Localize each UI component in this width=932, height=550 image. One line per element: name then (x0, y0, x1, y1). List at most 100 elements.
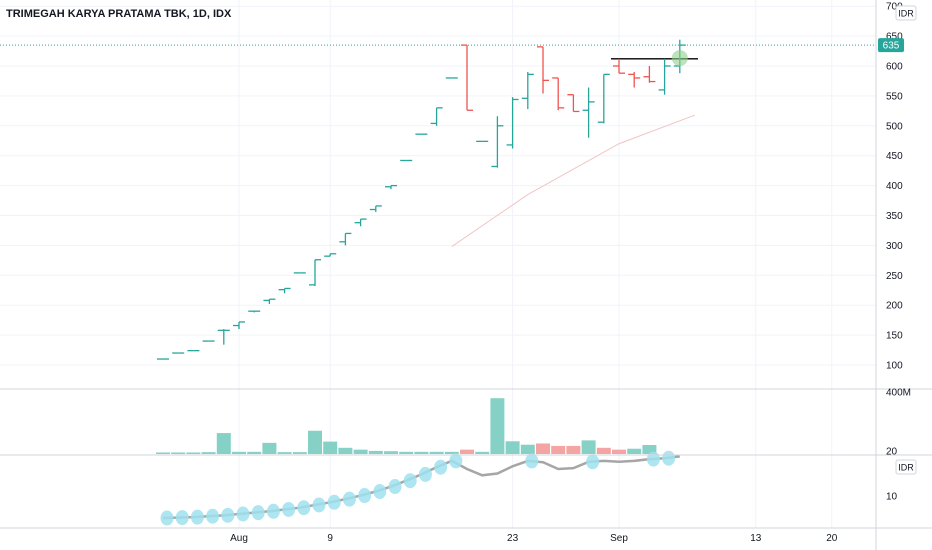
indicator-marker (434, 459, 448, 475)
ohlc-bar (552, 77, 565, 111)
volume-bar (536, 443, 550, 454)
volume-bar (399, 451, 414, 454)
ohlc-bar (567, 94, 580, 113)
ohlc-bar (354, 218, 367, 227)
indicator-marker (236, 506, 250, 522)
y-tick-label: 600 (886, 62, 903, 73)
ohlc-bar (613, 58, 625, 74)
y-tick-label: 500 (886, 121, 903, 132)
indicator-marker (175, 510, 189, 526)
currency-badge (895, 459, 917, 475)
volume-bar (262, 442, 277, 454)
ohlc-bar (643, 66, 656, 83)
currency-badge (895, 5, 917, 21)
ohlc-bar (263, 298, 276, 305)
x-tick-label: 20 (826, 533, 838, 544)
indicator-tick-label: 10 (886, 492, 898, 503)
ohlc-bar (537, 46, 549, 94)
y-tick-label: 300 (886, 241, 903, 252)
volume-panel (156, 398, 657, 454)
ohlc-bar (582, 87, 595, 138)
grid-lines (0, 0, 876, 528)
ohlc-bar (628, 71, 641, 88)
ohlc-bar (461, 44, 473, 111)
x-tick-label: 9 (327, 533, 333, 544)
indicator-marker (342, 491, 356, 507)
ohlc-bar (597, 73, 610, 124)
volume-bar (596, 447, 611, 454)
volume-bar (490, 398, 505, 454)
volume-bar (368, 450, 383, 454)
volume-bar (323, 441, 338, 454)
volume-bar (384, 451, 398, 454)
y-tick-label: 250 (886, 271, 903, 282)
ohlc-bar (506, 97, 519, 149)
ohlc-bar (521, 71, 534, 110)
y-tick-label: 450 (886, 151, 903, 162)
indicator-panel (160, 450, 680, 526)
ohlc-bar (324, 253, 337, 257)
volume-bar (338, 447, 353, 454)
indicator-marker (297, 500, 311, 516)
y-tick-label: 100 (886, 361, 903, 372)
volume-bar (505, 441, 520, 454)
ohlc-bar (385, 184, 397, 190)
volume-bar (156, 452, 170, 454)
ohlc-bar (339, 232, 352, 246)
indicator-marker (449, 453, 463, 469)
volume-bar (444, 451, 459, 454)
ohlc-bar (278, 287, 291, 294)
y-tick-label: 550 (886, 91, 903, 102)
volume-bar (551, 445, 566, 454)
volume-bar (414, 451, 429, 454)
last-price-badge (878, 38, 904, 53)
volume-bar (216, 433, 231, 454)
x-tick-label: 23 (507, 533, 519, 544)
moving-average-line (451, 114, 696, 248)
currency-badge-label: IDR (898, 463, 914, 473)
volume-bar (186, 452, 201, 454)
volume-bar (475, 451, 490, 454)
volume-bar (429, 451, 444, 454)
ohlc-bar (217, 329, 230, 345)
price-panel (0, 39, 876, 360)
y-tick-label: 350 (886, 211, 903, 222)
volume-bar (612, 449, 626, 454)
indicator-marker (646, 451, 660, 467)
ohlc-bar (248, 310, 261, 313)
indicator-marker (373, 484, 387, 499)
volume-bar (642, 445, 657, 454)
volume-bar (581, 440, 596, 454)
x-tick-label: Aug (230, 533, 248, 544)
indicator-marker (403, 473, 417, 489)
volume-bar (292, 452, 307, 454)
indicator-tick-label: 20 (886, 447, 898, 458)
indicator-marker (312, 497, 326, 513)
volume-bar (232, 451, 246, 454)
x-tick-label: Sep (610, 533, 628, 544)
ohlc-bar (369, 205, 382, 212)
indicator-marker (190, 509, 204, 525)
volume-bar (308, 430, 322, 454)
indicator-marker (662, 450, 676, 466)
y-tick-label: 200 (886, 301, 903, 312)
ohlc-bar (309, 259, 321, 287)
ohlc-bar (658, 58, 671, 95)
indicator-marker (251, 505, 265, 521)
y-tick-label: 650 (886, 32, 903, 43)
x-tick-label: 13 (750, 533, 762, 544)
volume-bar (566, 445, 581, 454)
indicator-marker (525, 453, 539, 469)
volume-bar (627, 448, 642, 454)
volume-tick-label: 400M (886, 388, 911, 399)
indicator-marker (327, 494, 341, 510)
volume-bar (171, 452, 186, 454)
indicator-marker (221, 507, 235, 523)
indicator-marker (418, 466, 432, 482)
volume-bar (247, 451, 262, 454)
y-tick-label: 150 (886, 331, 903, 342)
indicator-marker (586, 454, 600, 470)
volume-bar (460, 449, 474, 454)
